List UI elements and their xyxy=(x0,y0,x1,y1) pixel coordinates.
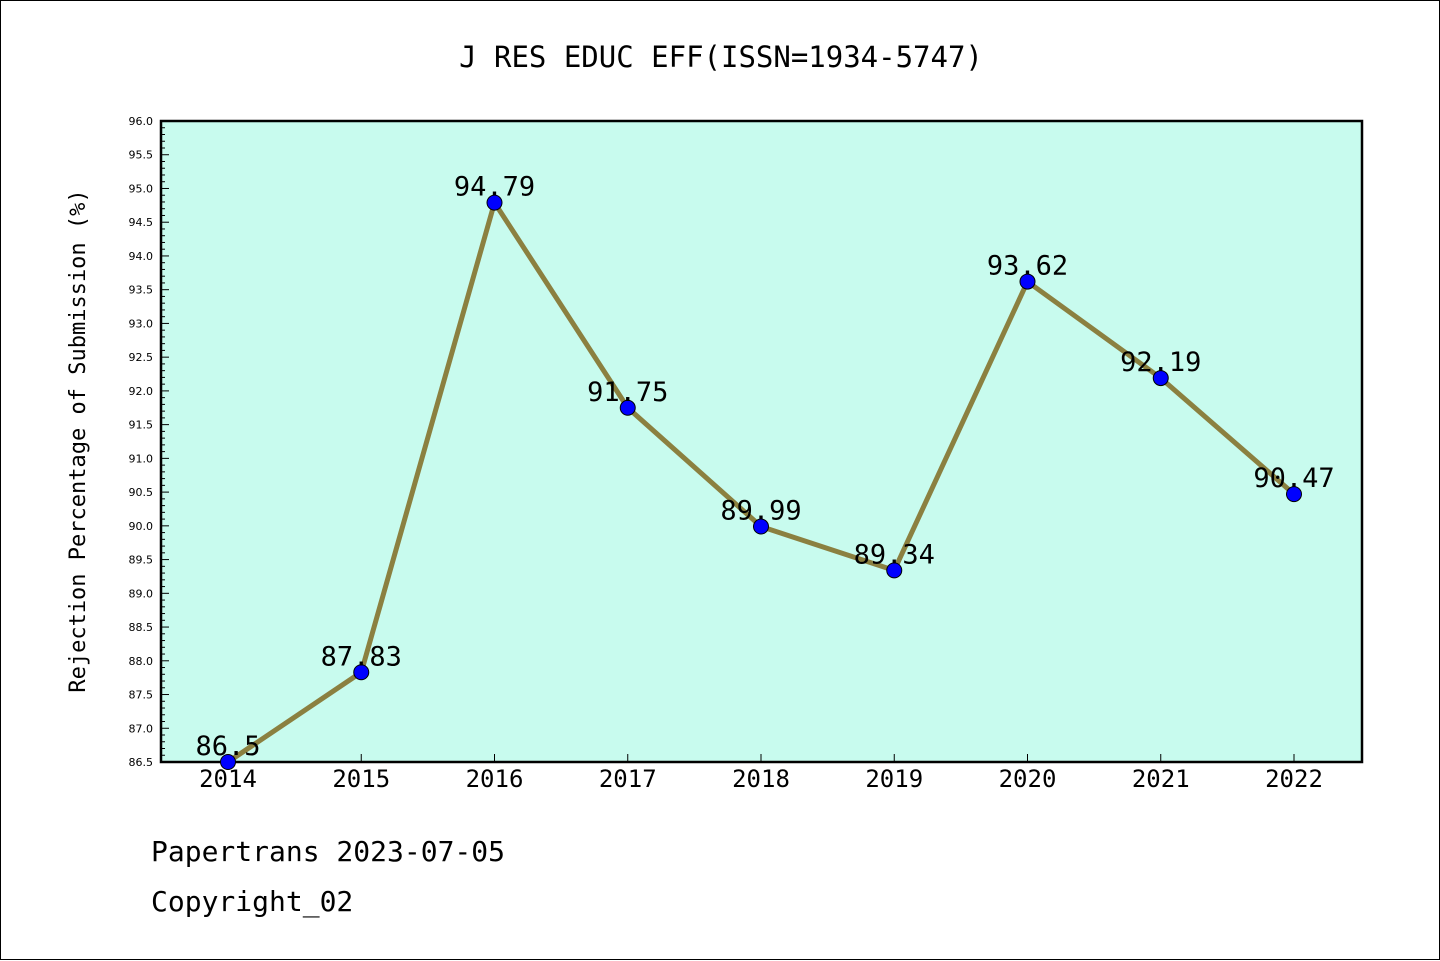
y-tick-label: 93.0 xyxy=(129,317,154,330)
y-tick-label: 91.5 xyxy=(129,419,154,432)
data-markers xyxy=(220,194,1302,770)
x-tick-label: 2015 xyxy=(332,765,390,793)
chart-title: J RES EDUC EFF(ISSN=1934-5747) xyxy=(459,40,983,74)
data-point-marker xyxy=(486,194,503,211)
y-tick-label: 95.5 xyxy=(129,149,154,162)
x-tick-label: 2018 xyxy=(732,765,790,793)
y-tick-label: 87.0 xyxy=(129,722,154,735)
y-tick-label: 92.5 xyxy=(129,351,154,364)
y-tick-label: 89.0 xyxy=(129,587,154,600)
x-axis-ticks: 2014 2015 2016 2017 2018 2019 2020 2021 2022 xyxy=(199,754,1323,793)
data-point-marker xyxy=(619,399,636,416)
data-label: 93.62 xyxy=(987,251,1068,282)
data-label: 89.34 xyxy=(854,539,935,570)
y-tick-label: 94.5 xyxy=(129,216,154,229)
y-tick-label: 90.5 xyxy=(129,486,154,499)
x-tick-label: 2020 xyxy=(999,765,1057,793)
data-point-marker xyxy=(1019,273,1036,290)
y-tick-label: 88.0 xyxy=(129,655,154,668)
y-tick-label: 88.5 xyxy=(129,621,154,634)
data-label: 87.83 xyxy=(321,641,402,672)
y-tick-label: 96.0 xyxy=(129,115,154,128)
data-point-marker xyxy=(886,562,903,579)
x-tick-label: 2022 xyxy=(1265,765,1323,793)
y-tick-label: 92.0 xyxy=(129,385,154,398)
data-point-marker xyxy=(1152,370,1169,387)
data-point-marker xyxy=(220,754,236,770)
data-label: 91.75 xyxy=(587,377,668,408)
x-tick-label: 2019 xyxy=(865,765,923,793)
y-tick-label: 91.0 xyxy=(129,452,154,465)
y-axis-ticks: 86.5 87.0 87.5 88.0 88.5 89.0 89.5 90.0 90.5 91.0… xyxy=(129,115,169,769)
y-axis-label: Rejection Percentage of Submission (%) xyxy=(66,189,91,692)
data-label: 94.79 xyxy=(454,172,535,203)
y-tick-label: 94.0 xyxy=(129,250,154,263)
data-point-marker xyxy=(353,664,370,681)
data-point-marker xyxy=(1286,486,1302,503)
y-tick-label: 90.0 xyxy=(129,520,154,533)
y-tick-label: 89.5 xyxy=(129,554,154,567)
footer-date: Papertrans 2023-07-05 xyxy=(151,835,506,868)
y-tick-label: 95.0 xyxy=(129,182,154,195)
y-tick-label: 93.5 xyxy=(129,284,154,297)
plot-area xyxy=(159,119,1364,764)
x-tick-label: 2017 xyxy=(599,765,657,793)
y-tick-label: 86.5 xyxy=(129,756,154,769)
data-label: 89.99 xyxy=(720,496,801,527)
data-point-marker xyxy=(753,518,769,535)
data-labels: 86.5 87.83 94.79 91.75 89.99 89.34 93.62 92.19 9… xyxy=(195,172,1334,762)
footer-copyright: Copyright_02 xyxy=(151,885,354,918)
y-tick-label: 87.5 xyxy=(129,689,154,702)
x-tick-label: 2021 xyxy=(1132,765,1190,793)
data-label: 86.5 xyxy=(195,731,260,762)
data-label: 90.47 xyxy=(1253,463,1334,494)
x-tick-label: 2016 xyxy=(466,765,524,793)
data-label: 92.19 xyxy=(1120,347,1201,378)
